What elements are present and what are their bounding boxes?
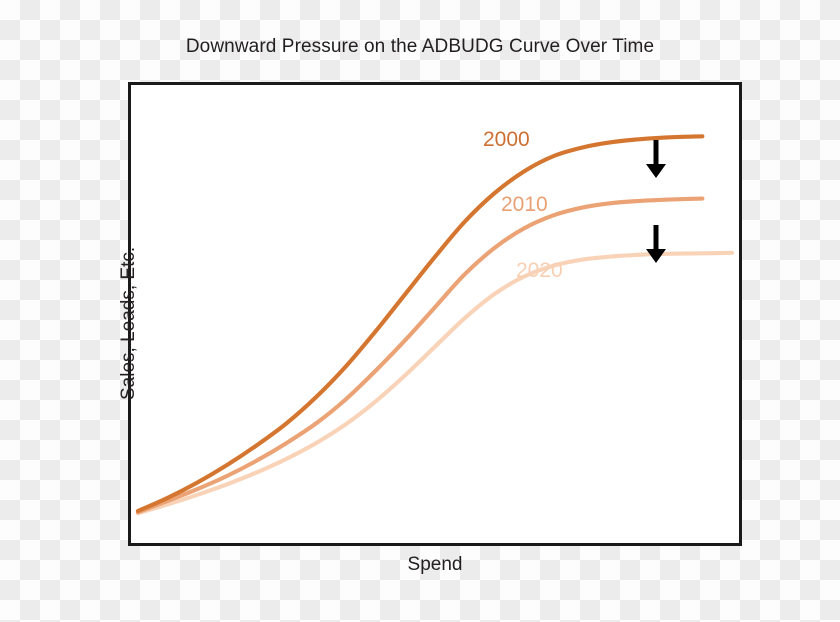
curve-2000 <box>135 134 705 514</box>
plot-area <box>128 82 742 546</box>
curve-2010 <box>135 196 705 515</box>
downward-arrow-icon-lower <box>646 225 666 263</box>
series-group <box>135 134 735 516</box>
series-label-2010: 2010 <box>501 193 548 216</box>
series-label-2020: 2020 <box>516 259 563 282</box>
chart-title: Downward Pressure on the ADBUDG Curve Ov… <box>185 36 655 57</box>
downward-arrow-icon-upper <box>646 140 666 178</box>
series-label-2000: 2000 <box>483 128 530 151</box>
x-axis-title: Spend <box>407 554 463 575</box>
curves-svg <box>135 134 735 516</box>
y-axis-title: Sales, Leads, Etc. <box>118 246 139 400</box>
curve-2020 <box>135 250 735 516</box>
